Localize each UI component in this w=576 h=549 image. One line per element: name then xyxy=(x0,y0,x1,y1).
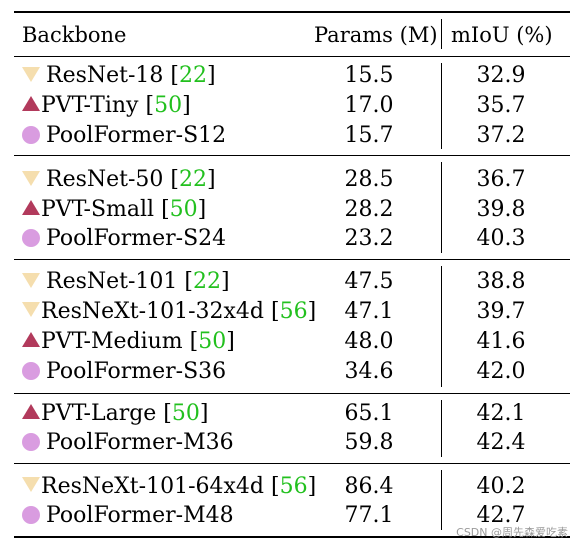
row-name: PoolFormer-S12 xyxy=(46,123,227,148)
header-params: Params (M) xyxy=(314,23,438,47)
group-separator-5 xyxy=(441,470,442,530)
row-params: 86.4 xyxy=(344,474,394,499)
circle-icon xyxy=(22,126,40,144)
group-rule-2 xyxy=(14,259,570,260)
row-params: 28.5 xyxy=(344,167,394,192)
triangle-down-icon xyxy=(22,302,40,317)
row-name: PoolFormer-S36 xyxy=(46,359,227,384)
row-name: PVT-Small [50] xyxy=(41,197,207,222)
row-params: 48.0 xyxy=(344,329,394,354)
circle-icon xyxy=(22,362,40,380)
circle-icon xyxy=(22,433,40,451)
triangle-down-icon xyxy=(22,273,40,288)
triangle-up-icon xyxy=(22,96,40,111)
row-params: 34.6 xyxy=(344,359,394,384)
group-separator-2 xyxy=(441,162,442,253)
row-miou: 40.3 xyxy=(476,226,526,251)
row-miou: 40.2 xyxy=(476,474,526,499)
row-miou: 32.9 xyxy=(476,63,526,88)
row-params: 59.8 xyxy=(344,430,394,455)
row-miou: 37.2 xyxy=(476,123,526,148)
group-separator-4 xyxy=(441,400,442,457)
row-params: 17.0 xyxy=(344,93,394,118)
bottom-rule xyxy=(14,536,570,538)
row-name: PoolFormer-S24 xyxy=(46,226,227,251)
header-separator xyxy=(441,19,442,49)
header-backbone: Backbone xyxy=(22,23,127,47)
row-name: ResNet-18 [22] xyxy=(46,63,216,88)
row-miou: 42.7 xyxy=(476,503,526,528)
row-params: 28.2 xyxy=(344,197,394,222)
watermark-text: CSDN @周先森爱吃素 xyxy=(456,526,568,539)
row-miou: 41.6 xyxy=(476,329,526,354)
triangle-down-icon xyxy=(22,171,40,186)
row-params: 15.7 xyxy=(344,123,394,148)
row-miou: 42.0 xyxy=(476,359,526,384)
row-miou: 36.7 xyxy=(476,167,526,192)
triangle-up-icon xyxy=(22,200,40,215)
row-miou: 39.7 xyxy=(476,299,526,324)
group-separator-3 xyxy=(441,266,442,387)
top-rule xyxy=(14,11,570,13)
row-params: 65.1 xyxy=(344,401,394,426)
row-name: PoolFormer-M48 xyxy=(46,503,234,528)
header-miou: mIoU (%) xyxy=(451,23,553,47)
row-name: ResNet-101 [22] xyxy=(46,269,230,294)
row-name: PVT-Tiny [50] xyxy=(41,93,191,118)
row-name: PVT-Large [50] xyxy=(41,401,209,426)
group-rule-4 xyxy=(14,463,570,464)
row-miou: 35.7 xyxy=(476,93,526,118)
row-params: 23.2 xyxy=(344,226,394,251)
circle-icon xyxy=(22,229,40,247)
row-miou: 38.8 xyxy=(476,269,526,294)
row-name: PVT-Medium [50] xyxy=(41,329,235,354)
triangle-up-icon xyxy=(22,404,40,419)
triangle-down-icon xyxy=(22,477,40,492)
circle-icon xyxy=(22,506,40,524)
triangle-down-icon xyxy=(22,67,40,82)
row-miou: 42.1 xyxy=(476,401,526,426)
row-params: 77.1 xyxy=(344,503,394,528)
row-miou: 42.4 xyxy=(476,430,526,455)
row-params: 47.5 xyxy=(344,269,394,294)
row-params: 47.1 xyxy=(344,299,394,324)
header-rule xyxy=(14,56,570,57)
row-miou: 39.8 xyxy=(476,197,526,222)
row-params: 15.5 xyxy=(344,63,394,88)
group-rule-3 xyxy=(14,393,570,394)
row-name: PoolFormer-M36 xyxy=(46,430,234,455)
row-name: ResNet-50 [22] xyxy=(46,167,216,192)
group-separator-1 xyxy=(441,63,442,149)
triangle-up-icon xyxy=(22,332,40,347)
row-name: ResNeXt-101-64x4d [56] xyxy=(41,474,317,499)
row-name: ResNeXt-101-32x4d [56] xyxy=(41,299,317,324)
group-rule-1 xyxy=(14,155,570,156)
